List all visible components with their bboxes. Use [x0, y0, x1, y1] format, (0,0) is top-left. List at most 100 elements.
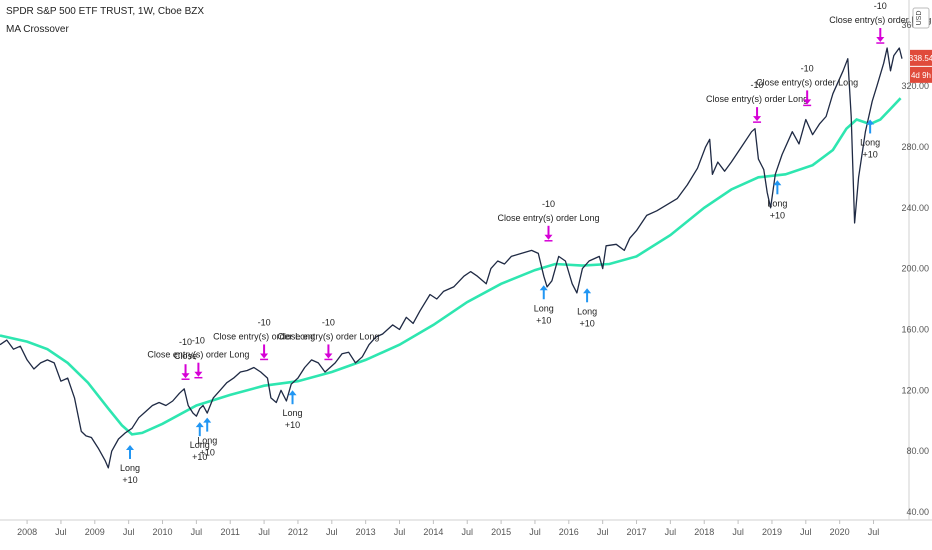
x-tick-label: 2016 — [559, 527, 579, 537]
x-tick-label: 2019 — [762, 527, 782, 537]
exit-arrowhead-icon — [544, 234, 553, 240]
symbol-title[interactable]: SPDR S&P 500 ETF TRUST, 1W, Cboe BZX — [6, 6, 205, 17]
x-tick-label: Jul — [191, 527, 203, 537]
exit-arrowhead-icon — [181, 373, 190, 379]
close-exit-marker[interactable]: -10 Close entry(s) order Long — [213, 317, 315, 361]
exit-arrowhead-icon — [803, 99, 812, 105]
exit-arrowhead-icon — [260, 353, 269, 359]
exit-label: Close entry(s) order Long — [706, 94, 808, 104]
entry-label: +10 — [192, 452, 207, 462]
exit-label: -10 — [192, 336, 205, 346]
entry-label: +10 — [579, 318, 594, 328]
x-tick-label: 2020 — [830, 527, 850, 537]
entry-label: Long — [283, 408, 303, 418]
exit-label: Close entry(s) order Long — [213, 331, 315, 341]
entry-label: +10 — [770, 210, 785, 220]
exit-arrowhead-icon — [753, 116, 762, 122]
exit-label: Close entry(s) order Long — [756, 77, 858, 87]
x-tick-label: Jul — [55, 527, 67, 537]
y-tick-label: 320.00 — [901, 81, 929, 91]
long-entry-marker[interactable]: Long +10 — [860, 119, 880, 159]
entry-arrowhead-icon — [583, 288, 592, 294]
x-tick-label: 2017 — [627, 527, 647, 537]
entry-label: +10 — [863, 149, 878, 159]
ma-line — [0, 97, 902, 436]
y-tick-label: 40.00 — [906, 507, 929, 517]
x-tick-label: 2013 — [356, 527, 376, 537]
entry-label: +10 — [122, 475, 137, 485]
y-tick-label: 160.00 — [901, 324, 929, 334]
x-tick-label: Jul — [800, 527, 812, 537]
exit-arrowhead-icon — [194, 371, 203, 377]
countdown-label: 4d 9h — [911, 71, 931, 80]
last-price-badge — [910, 49, 932, 66]
exit-label: -10 — [258, 317, 271, 327]
exit-label: -10 — [801, 63, 814, 73]
exit-label: Close entry(s) order Long — [497, 213, 599, 223]
close-exit-marker[interactable]: -10 Close entry(s) order Long — [829, 1, 931, 44]
y-tick-label: 80.00 — [906, 446, 929, 456]
x-tick-label: Jul — [597, 527, 609, 537]
entry-arrowhead-icon — [539, 285, 548, 291]
entry-label: Long — [767, 198, 787, 208]
currency-label: USD — [916, 11, 923, 26]
last-price-label: 338.54 — [909, 54, 932, 63]
entry-arrowhead-icon — [203, 417, 212, 423]
x-tick-label: Jul — [258, 527, 270, 537]
exit-label: -10 — [751, 80, 764, 90]
entry-label: Long — [190, 440, 210, 450]
entry-arrowhead-icon — [288, 390, 297, 396]
y-tick-label: 280.00 — [901, 142, 929, 152]
currency-badge[interactable] — [912, 7, 930, 29]
entry-arrowhead-icon — [773, 180, 782, 186]
entry-arrowhead-icon — [126, 444, 135, 450]
ma-series — [0, 97, 902, 436]
long-entry-marker[interactable]: Long +10 — [197, 417, 217, 458]
price-line — [0, 47, 903, 469]
entry-arrowhead-icon — [195, 422, 204, 428]
study-name[interactable]: MA Crossover — [6, 24, 69, 35]
close-exit-marker[interactable]: -10 Close entry(s) order Long — [497, 199, 600, 242]
y-tick-label: 240.00 — [901, 203, 929, 213]
long-entry-marker[interactable]: Long +10 — [190, 422, 210, 462]
close-exit-marker[interactable]: -10 Close entry(s) order Long — [277, 317, 379, 361]
close-exit-marker[interactable]: -10 Close entry(s) order Long — [706, 80, 808, 123]
countdown-badge — [910, 66, 932, 83]
exit-label: Close — [174, 351, 197, 361]
exit-label: -10 — [179, 337, 192, 347]
close-exit-marker[interactable]: -10 Close — [174, 337, 197, 380]
x-tick-label: 2008 — [17, 527, 37, 537]
time-axis[interactable]: 2008 Jul 2009 Jul 2010 Jul 2011 Jul 2012 Jul 2013 J… — [0, 519, 932, 537]
price-axis[interactable]: 40.00 80.00 120.00 160.00 200.00 240.00 280.00… — [901, 0, 932, 520]
long-entry-marker[interactable]: Long +10 — [120, 444, 140, 485]
exit-arrowhead-icon — [324, 353, 333, 359]
entry-label: Long — [534, 303, 554, 313]
exit-arrowhead-icon — [876, 37, 885, 43]
x-tick-label: Jul — [326, 527, 338, 537]
exit-label: -10 — [322, 317, 335, 327]
long-entry-marker[interactable]: Long +10 — [534, 285, 554, 325]
entry-label: +10 — [200, 448, 215, 458]
x-tick-label: 2014 — [423, 527, 443, 537]
long-entry-marker[interactable]: Long +10 — [577, 288, 597, 328]
x-tick-label: 2012 — [288, 527, 308, 537]
x-tick-label: Jul — [394, 527, 406, 537]
long-entry-marker[interactable]: Long +10 — [767, 180, 787, 220]
close-exit-marker[interactable]: -10 Close entry(s) order Long — [147, 336, 249, 379]
close-exit-marker[interactable]: -10 Close entry(s) order Long — [756, 63, 858, 107]
x-tick-label: 2010 — [153, 527, 173, 537]
x-tick-label: 2018 — [694, 527, 714, 537]
y-tick-label: 200.00 — [901, 264, 929, 274]
long-entry-marker[interactable]: Long +10 — [283, 390, 303, 430]
entry-label: +10 — [536, 315, 551, 325]
exit-label: -10 — [874, 1, 887, 11]
price-series — [0, 47, 903, 469]
exit-label: -10 — [542, 199, 555, 209]
x-tick-label: 2011 — [221, 527, 240, 537]
x-tick-label: 2015 — [491, 527, 511, 537]
entry-label: Long — [577, 306, 597, 316]
x-tick-label: Jul — [529, 527, 541, 537]
exit-label: Close entry(s) order Long — [829, 15, 931, 25]
